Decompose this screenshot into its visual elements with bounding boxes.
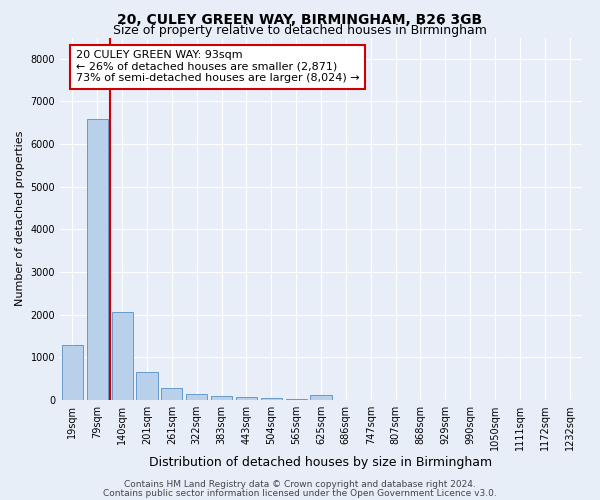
Text: Contains HM Land Registry data © Crown copyright and database right 2024.: Contains HM Land Registry data © Crown c…	[124, 480, 476, 489]
Bar	[310, 396, 332, 400]
Bar	[161, 388, 182, 400]
Text: Size of property relative to detached houses in Birmingham: Size of property relative to detached ho…	[113, 24, 487, 37]
Bar	[286, 398, 307, 400]
Bar	[112, 312, 133, 400]
Bar	[236, 397, 257, 400]
Text: 20, CULEY GREEN WAY, BIRMINGHAM, B26 3GB: 20, CULEY GREEN WAY, BIRMINGHAM, B26 3GB	[118, 12, 482, 26]
Bar	[261, 398, 282, 400]
Y-axis label: Number of detached properties: Number of detached properties	[15, 131, 25, 306]
X-axis label: Distribution of detached houses by size in Birmingham: Distribution of detached houses by size …	[149, 456, 493, 469]
Bar	[87, 118, 108, 400]
Bar	[62, 344, 83, 400]
Bar	[211, 396, 232, 400]
Bar	[136, 372, 158, 400]
Bar	[186, 394, 207, 400]
Text: Contains public sector information licensed under the Open Government Licence v3: Contains public sector information licen…	[103, 488, 497, 498]
Text: 20 CULEY GREEN WAY: 93sqm
← 26% of detached houses are smaller (2,871)
73% of se: 20 CULEY GREEN WAY: 93sqm ← 26% of detac…	[76, 50, 359, 84]
